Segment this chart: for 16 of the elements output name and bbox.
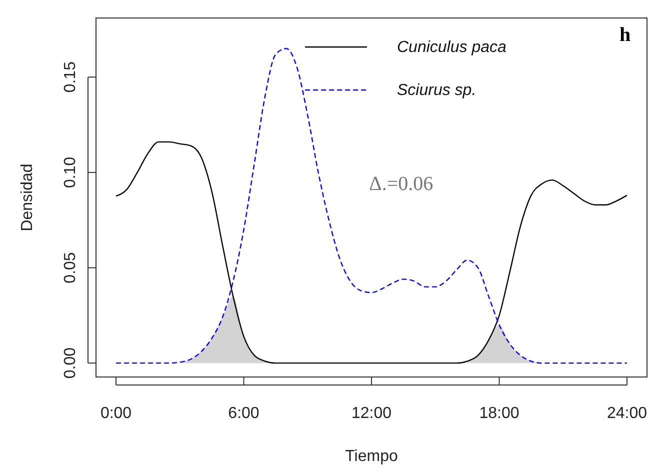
y-tick-label: 0.05: [62, 252, 79, 284]
line-series: [115, 141, 628, 364]
legend-label: Cuniculus paca: [397, 39, 506, 56]
annotation: h: [619, 24, 631, 46]
x-tick-label: 24:00: [606, 405, 648, 422]
annotation: Δ.=0.06: [369, 173, 434, 195]
y-tick-label: 0.00: [62, 347, 79, 379]
x-tick-label: 6:00: [228, 405, 260, 422]
y-tick-label: 0.10: [62, 156, 79, 188]
x-axis-title: Tiempo: [345, 448, 398, 465]
y-tick-label: 0.15: [62, 61, 79, 93]
x-tick-label: 12:00: [351, 405, 392, 422]
y-axis-title: Densidad: [19, 164, 36, 232]
x-tick-label: 18:00: [479, 405, 520, 422]
legend-label: Sciurus sp.: [397, 82, 476, 99]
x-tick-label: 0:00: [100, 405, 132, 422]
